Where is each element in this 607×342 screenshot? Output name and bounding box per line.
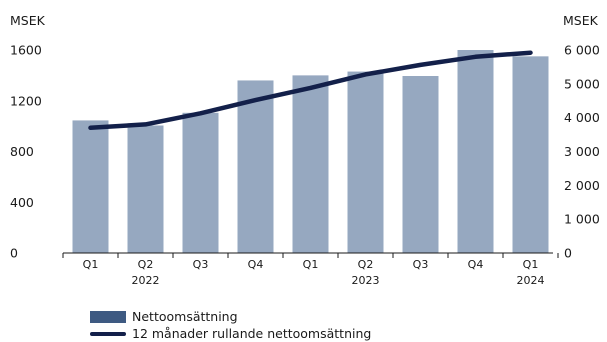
right-axis-ticks: 0 1 000 2 000 3 000 4 000 5 000 6 000 <box>564 43 600 261</box>
legend-item-bars: Nettoomsättning <box>90 308 371 325</box>
x-category-label: Q4 <box>468 258 484 271</box>
bar <box>237 80 274 253</box>
right-tick-label: 4 000 <box>564 110 600 125</box>
left-tick-label: 800 <box>10 144 34 159</box>
right-tick-label: 1 000 <box>564 212 600 227</box>
legend-line-label: 12 månader rullande nettoomsättning <box>132 326 372 341</box>
left-tick-label: 0 <box>10 246 18 261</box>
x-category-label: Q1 <box>303 258 319 271</box>
legend-bar-swatch <box>90 310 126 323</box>
x-category-label: Q3 <box>413 258 429 271</box>
x-category-label: Q2 <box>138 258 154 271</box>
x-year-label: 2023 <box>352 274 380 287</box>
right-tick-label: 3 000 <box>564 144 600 159</box>
bar-series <box>72 50 549 254</box>
bar <box>72 120 109 254</box>
legend: Nettoomsättning 12 månader rullande nett… <box>90 308 371 342</box>
rolling-revenue-line <box>88 50 533 131</box>
left-axis-ticks: 0 400 800 1200 1600 <box>10 43 42 261</box>
right-tick-label: 6 000 <box>564 43 600 58</box>
x-category-label: Q1 <box>83 258 99 271</box>
left-tick-label: 1600 <box>10 43 42 58</box>
bar <box>127 125 164 253</box>
bar <box>402 76 439 254</box>
chart-area: MSEK MSEK 0 400 800 1200 1600 0 1 000 2 000 3 0… <box>10 13 600 287</box>
x-year-label: 2024 <box>517 274 545 287</box>
x-category-label: Q1 <box>523 258 539 271</box>
bar <box>182 112 219 253</box>
bar <box>457 50 494 253</box>
legend-bar-label: Nettoomsättning <box>132 309 238 324</box>
legend-item-line: 12 månader rullande nettoomsättning <box>90 325 371 342</box>
left-tick-label: 400 <box>10 195 34 210</box>
x-axis-tick-marks <box>62 253 559 258</box>
bar <box>347 71 384 253</box>
right-axis-unit: MSEK <box>563 13 599 28</box>
legend-line-swatch <box>90 331 126 336</box>
left-tick-label: 1200 <box>10 93 42 108</box>
x-axis-year-labels: 2022 2023 2024 <box>132 274 545 287</box>
right-tick-label: 5 000 <box>564 76 600 91</box>
x-category-label: Q3 <box>193 258 209 271</box>
x-axis-category-labels: Q1 Q2 Q3 Q4 Q1 Q2 Q3 Q4 Q1 <box>83 258 539 271</box>
left-axis-unit: MSEK <box>10 13 46 28</box>
x-category-label: Q2 <box>358 258 374 271</box>
right-tick-label: 2 000 <box>564 178 600 193</box>
right-tick-label: 0 <box>564 246 572 261</box>
bar <box>512 56 549 253</box>
x-year-label: 2022 <box>132 274 160 287</box>
bar <box>292 75 329 253</box>
x-category-label: Q4 <box>248 258 264 271</box>
